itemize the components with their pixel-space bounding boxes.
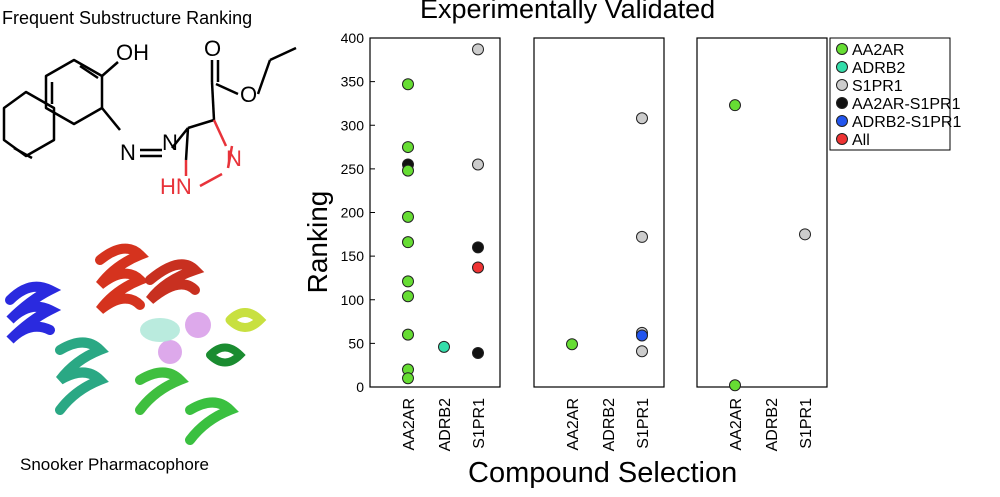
legend-marker xyxy=(836,43,848,55)
x-axis-label: Compound Selection xyxy=(468,457,738,489)
data-point xyxy=(472,43,484,56)
data-point xyxy=(472,158,484,171)
data-point xyxy=(402,275,414,288)
azo-n2-label: N xyxy=(162,130,178,155)
data-point xyxy=(402,141,414,154)
plot-panel-1 xyxy=(369,37,501,388)
y-tick-label: 250 xyxy=(341,161,365,177)
pharmacophore-image xyxy=(5,243,267,445)
x-tick-label: S1PR1 xyxy=(635,398,652,449)
legend-label: All xyxy=(852,132,870,149)
plot-panel-3 xyxy=(696,37,828,388)
x-tick-label: AA2AR xyxy=(565,398,582,450)
data-point xyxy=(472,241,484,254)
legend-label: ADRB2-S1PR1 xyxy=(852,114,961,131)
legend-label: AA2AR-S1PR1 xyxy=(852,96,961,113)
y-tick-label: 50 xyxy=(348,335,364,351)
data-point xyxy=(402,164,414,177)
legend-label: AA2AR xyxy=(852,42,904,59)
legend-marker xyxy=(836,61,848,73)
y-tick-label: 100 xyxy=(341,292,365,308)
data-point xyxy=(636,345,648,358)
hydroxyl-label: OH xyxy=(116,40,149,65)
data-point xyxy=(402,290,414,303)
molecule-structure-image: OH N N O O N HN xyxy=(2,36,297,199)
x-tick-label: ADRB2 xyxy=(601,398,618,451)
data-point xyxy=(636,112,648,125)
ring-n-label: N xyxy=(226,146,242,171)
data-point xyxy=(402,372,414,385)
y-tick-label: 150 xyxy=(341,248,365,264)
legend-marker xyxy=(836,115,848,127)
data-point xyxy=(472,346,484,359)
data-point xyxy=(402,236,414,249)
y-tick-label: 0 xyxy=(356,379,364,395)
legend-box xyxy=(829,37,951,151)
data-point xyxy=(636,230,648,243)
ester-o-label: O xyxy=(240,82,257,107)
ring-nh-label: HN xyxy=(160,174,192,199)
data-point xyxy=(729,99,741,112)
x-tick-label: S1PR1 xyxy=(471,398,488,449)
carbonyl-o-label: O xyxy=(204,36,221,61)
plot-panel-2 xyxy=(533,37,665,388)
substructure-title: Frequent Substructure Ranking xyxy=(2,8,253,28)
azo-n1-label: N xyxy=(120,140,136,165)
legend-label: ADRB2 xyxy=(852,60,905,77)
data-point xyxy=(402,78,414,91)
x-tick-label: AA2AR xyxy=(401,398,418,450)
legend-marker xyxy=(836,97,848,109)
legend-label: S1PR1 xyxy=(852,78,903,95)
data-point xyxy=(402,328,414,341)
x-tick-label: ADRB2 xyxy=(764,398,781,451)
x-tick-label: ADRB2 xyxy=(437,398,454,451)
chart-title: Experimentally Validated xyxy=(420,0,716,24)
data-point xyxy=(472,261,484,274)
data-point xyxy=(799,228,811,241)
data-point xyxy=(438,340,450,353)
pharmacophore-title: Snooker Pharmacophore xyxy=(20,455,210,474)
x-tick-label: AA2AR xyxy=(728,398,745,450)
data-point xyxy=(636,329,648,342)
y-tick-label: 400 xyxy=(341,30,365,46)
x-tick-label: S1PR1 xyxy=(798,398,815,449)
y-tick-label: 350 xyxy=(341,74,365,90)
y-tick-label: 200 xyxy=(341,205,365,221)
data-point xyxy=(402,210,414,223)
y-tick-label: 300 xyxy=(341,117,365,133)
legend-marker xyxy=(836,79,848,91)
data-point xyxy=(566,338,578,351)
legend-marker xyxy=(836,133,848,145)
data-point xyxy=(729,379,741,392)
